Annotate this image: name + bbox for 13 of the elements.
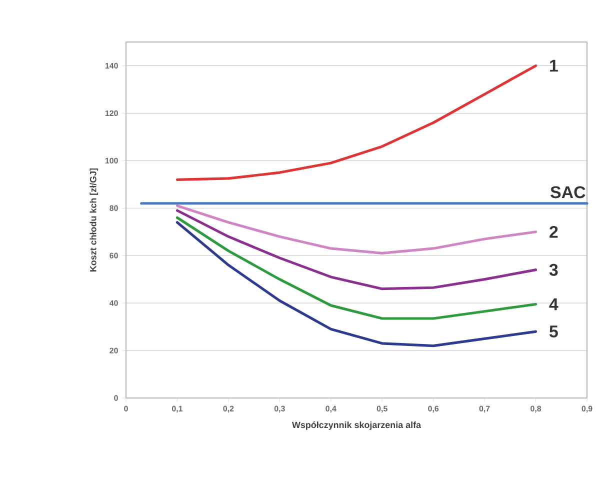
y-axis-title: Koszt chłodu kch [zł/GJ] — [90, 168, 98, 272]
series-label: SAC — [550, 186, 586, 198]
line-series — [176, 64, 538, 181]
series-label: 2 — [550, 226, 558, 238]
line-series — [176, 209, 538, 290]
line-series — [176, 221, 538, 348]
line-series — [176, 216, 538, 320]
x-axis-title: Współczynnik skojarzenia alfa — [292, 421, 422, 430]
series-label: 4 — [549, 298, 558, 310]
series-label: 1 — [550, 60, 558, 72]
series-label: 3 — [549, 264, 558, 276]
series-label: 5 — [549, 326, 558, 338]
line-series — [176, 204, 538, 255]
